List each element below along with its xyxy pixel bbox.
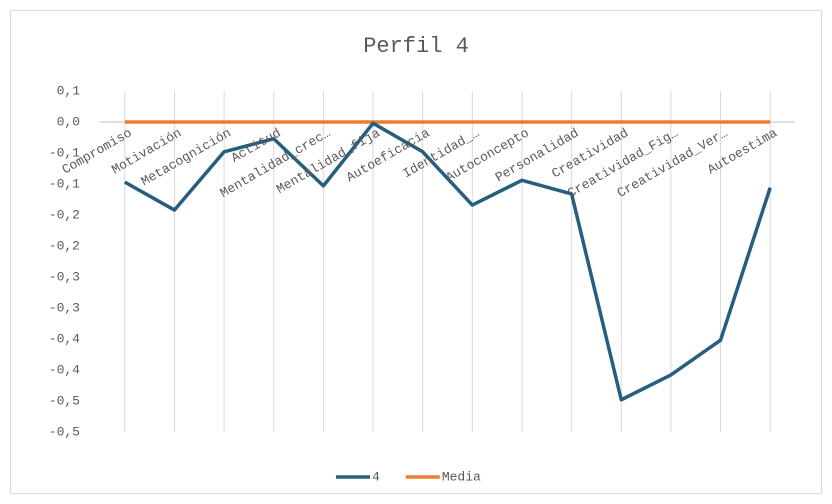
y-tick-label: -0,1 — [49, 176, 80, 191]
y-tick-label: -0,5 — [49, 424, 80, 439]
y-tick-label: -0,1 — [49, 145, 80, 160]
y-tick-label: -0,4 — [49, 362, 80, 377]
y-tick-label: 0,0 — [57, 114, 80, 129]
legend-label: 4 — [372, 469, 380, 484]
chart-title: Perfil 4 — [363, 34, 469, 59]
y-tick-label: -0,2 — [49, 238, 80, 253]
y-tick-label: -0,5 — [49, 393, 80, 408]
y-tick-label: -0,3 — [49, 269, 80, 284]
y-tick-label: -0,4 — [49, 331, 80, 346]
line-series — [123, 121, 772, 402]
legend-label: Media — [442, 469, 481, 484]
y-tick-label: -0,2 — [49, 207, 80, 222]
y-tick-label: -0,3 — [49, 300, 80, 315]
y-tick-label: 0,1 — [57, 83, 81, 98]
chart-border — [10, 10, 822, 494]
